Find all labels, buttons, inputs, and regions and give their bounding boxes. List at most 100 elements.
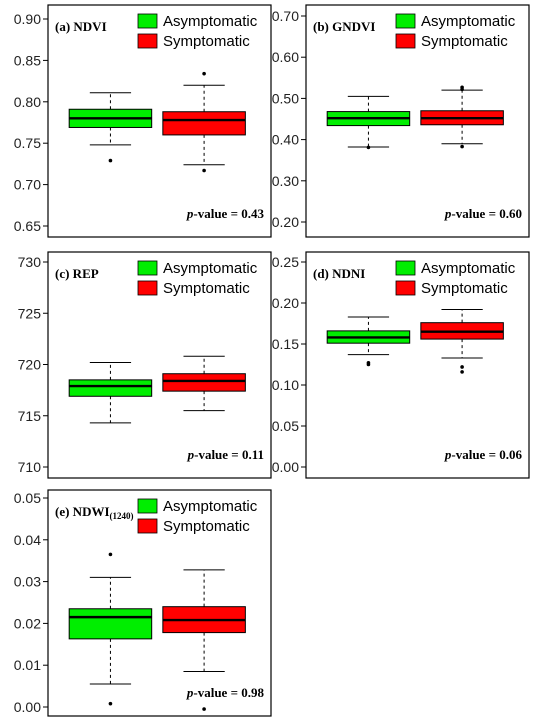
p-italic: p	[186, 206, 194, 221]
y-tick-label: 0.00	[14, 699, 41, 715]
p-italic: p	[187, 447, 195, 462]
outlier-point	[366, 145, 371, 150]
panel-frame	[305, 251, 530, 479]
y-tick-label: 0.60	[272, 49, 299, 65]
panel-title: (a) NDVI	[55, 19, 107, 34]
y-tick-label: 715	[18, 408, 42, 424]
legend-label: Asymptomatic	[163, 498, 258, 515]
legend-swatch	[137, 280, 158, 296]
y-tick-label: 0.90	[14, 11, 41, 27]
legend-swatch	[395, 280, 416, 296]
panel-2: 0.20 0.30 0.40 0.50 0.60 0.70 (b) GNDVI Asympto…	[272, 4, 530, 238]
legend-label: Asymptomatic	[421, 13, 516, 30]
p-italic: p	[186, 685, 194, 700]
y-tick-label: 0.75	[14, 135, 41, 151]
outlier-point	[108, 158, 113, 163]
panel-title: (b) GNDVI	[313, 19, 375, 34]
panel-title: (e) NDWI(1240)	[55, 504, 134, 521]
y-tick-label: 0.20	[272, 214, 299, 230]
p-value-label: p-value = 0.98	[186, 685, 265, 700]
p-italic: p	[444, 206, 452, 221]
panel-title-subscript: (1240)	[110, 511, 134, 521]
y-tick-label: 0.04	[14, 532, 41, 548]
box-iqr	[162, 373, 246, 392]
box-asymptomatic	[326, 316, 411, 367]
y-tick-label: 0.00	[272, 459, 299, 475]
y-tick-label: 0.10	[272, 377, 299, 393]
p-value-label: p-value = 0.60	[444, 206, 522, 221]
y-tick-label: 0.50	[272, 90, 299, 106]
box-iqr	[68, 379, 153, 397]
box-symptomatic	[420, 85, 504, 149]
box-asymptomatic	[326, 95, 411, 150]
y-tick-label: 0.30	[272, 173, 299, 189]
outlier-point	[108, 701, 113, 706]
y-tick-label: 0.03	[14, 574, 41, 590]
legend-swatch	[395, 260, 416, 276]
y-tick-label: 730	[18, 254, 42, 270]
outlier-point	[108, 552, 113, 557]
outlier-point	[366, 361, 371, 365]
y-tick-label: 0.70	[272, 8, 299, 24]
p-value-text: -value = 0.98	[193, 685, 264, 700]
outlier-point	[460, 365, 464, 369]
box-asymptomatic	[68, 92, 153, 163]
y-tick-label: 720	[18, 357, 42, 373]
y-tick-label: 0.25	[272, 254, 299, 270]
legend-swatch	[137, 498, 158, 514]
legend-swatch	[395, 33, 416, 49]
y-tick-label: 725	[18, 305, 42, 321]
panel-4: 0.00 0.05 0.10 0.15 0.20 0.25 (d) NDNI Asymptom…	[272, 251, 530, 479]
y-tick-label: 0.05	[272, 418, 299, 434]
outlier-point	[460, 370, 464, 374]
outlier-point	[202, 707, 206, 711]
legend-swatch	[395, 13, 416, 29]
panel-title: (d) NDNI	[313, 266, 365, 281]
box-iqr	[68, 608, 153, 640]
legend-label: Asymptomatic	[163, 260, 258, 277]
outlier-point	[460, 85, 464, 90]
panel-frame	[47, 4, 272, 238]
y-tick-label: 0.65	[14, 218, 41, 234]
box-symptomatic	[420, 309, 504, 374]
box-symptomatic	[162, 355, 246, 412]
y-tick-label: 0.70	[14, 177, 41, 193]
p-value-label: p-value = 0.11	[187, 447, 264, 462]
panel-frame	[305, 4, 530, 238]
y-tick-label: 0.80	[14, 94, 41, 110]
box-asymptomatic	[68, 361, 153, 424]
y-tick-label: 710	[18, 459, 42, 475]
y-tick-label: 0.15	[272, 336, 299, 352]
box-symptomatic	[162, 569, 246, 711]
y-tick-label: 0.05	[14, 490, 41, 506]
legend-label: Symptomatic	[163, 33, 250, 50]
legend-label: Asymptomatic	[163, 13, 258, 30]
p-value-label: p-value = 0.06	[444, 447, 523, 462]
legend-swatch	[137, 518, 158, 534]
box-iqr	[162, 111, 246, 136]
legend-swatch	[137, 13, 158, 29]
legend-label: Symptomatic	[421, 33, 508, 50]
box-asymptomatic	[68, 552, 153, 706]
legend-label: Symptomatic	[421, 280, 508, 297]
outlier-point	[202, 71, 206, 76]
legend-label: Symptomatic	[163, 518, 250, 535]
p-value-text: -value = 0.43	[193, 206, 264, 221]
legend-swatch	[137, 33, 158, 49]
box-symptomatic	[162, 71, 246, 173]
p-value-text: -value = 0.60	[451, 206, 522, 221]
panel-frame	[47, 489, 272, 717]
legend-swatch	[137, 260, 158, 276]
y-tick-label: 0.01	[14, 657, 41, 673]
panel-title: (c) REP	[55, 266, 99, 281]
p-value-label: p-value = 0.43	[186, 206, 265, 221]
p-value-text: -value = 0.06	[451, 447, 522, 462]
legend-label: Symptomatic	[163, 280, 250, 297]
y-tick-label: 0.02	[14, 615, 41, 631]
legend-label: Asymptomatic	[421, 260, 516, 277]
outlier-point	[202, 168, 206, 173]
y-tick-label: 0.85	[14, 52, 41, 68]
y-tick-label: 0.20	[272, 295, 299, 311]
panel-5: 0.00 0.01 0.02 0.03 0.04 0.05 (e) NDWI(1240) As…	[14, 489, 272, 717]
